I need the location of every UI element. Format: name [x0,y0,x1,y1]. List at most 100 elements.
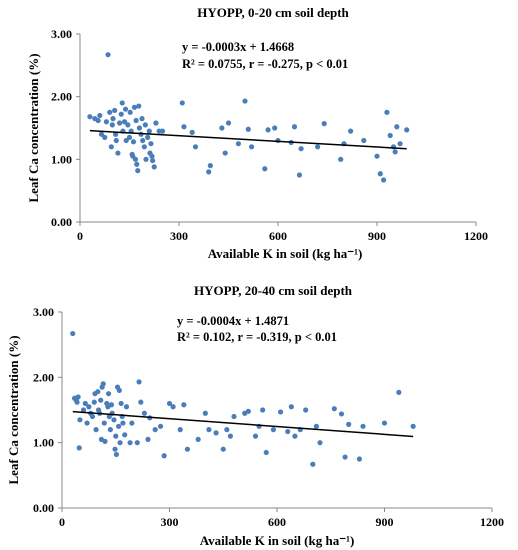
data-point [296,172,303,178]
x-ticks: 0 300 600 900 1200 [77,222,488,243]
data-point [139,116,145,122]
data-point [213,430,219,436]
data-point [166,400,173,407]
data-point [132,156,139,162]
x-tick-label: 900 [368,229,386,243]
data-point [374,153,380,159]
data-point [222,150,228,156]
data-point [135,168,141,174]
data-point [74,399,80,405]
data-point [288,404,294,410]
x-tick-label: 0 [59,515,65,529]
data-point [377,171,383,177]
data-point [140,137,146,144]
x-tick-label: 600 [268,515,286,529]
data-point [265,127,271,133]
data-point [189,129,195,135]
data-point [252,433,259,439]
data-point [141,144,147,150]
data-point [142,122,148,128]
data-point [245,126,251,132]
x-tick-label: 1200 [464,229,488,243]
data-point [116,423,122,429]
y-axis-title: Leaf Ca concentration (%) [26,53,41,202]
data-point [220,446,226,452]
data-point [141,410,148,416]
data-point [321,121,327,127]
data-point [134,440,140,446]
trendline-group [89,129,407,150]
data-point [315,144,321,150]
data-point [98,131,105,137]
data-point [263,449,269,456]
data-point [153,120,159,126]
data-point [127,109,133,115]
data-point [396,389,402,395]
data-point [109,122,115,128]
data-point [381,177,387,183]
data-points [70,330,416,467]
y-tick-label: 0.00 [51,215,72,229]
data-point [394,124,400,130]
data-point [225,120,232,126]
data-point [123,404,130,410]
data-point [105,391,112,397]
data-point [98,397,104,403]
data-point [77,417,83,423]
data-point [206,169,212,175]
data-point [117,120,123,126]
data-point [384,109,390,115]
data-point [207,163,213,169]
data-point [338,156,344,162]
data-point [93,427,99,433]
y-axis-title: Leaf Ca concentration (%) [6,335,21,484]
data-point [115,150,121,156]
x-tick-label: 600 [269,229,287,243]
data-point [113,137,119,144]
data-point [89,413,96,420]
y-ticks: 0.00 1.00 2.00 3.00 [51,27,80,229]
data-point [111,417,117,423]
data-point [95,389,101,395]
data-point [149,153,155,159]
data-point [157,423,164,429]
data-point [231,413,237,420]
data-point [262,166,268,172]
data-point [113,451,120,458]
data-point [404,127,410,133]
data-point [338,411,345,417]
data-point [313,423,320,429]
data-point [75,394,81,400]
data-point [206,427,212,433]
data-point [118,111,124,117]
data-point [129,420,135,426]
data-point [136,379,142,385]
data-point [148,141,154,147]
data-point [113,131,119,137]
data-point [179,100,185,106]
trendline-group [72,410,414,438]
data-point [91,399,97,405]
data-point [100,381,106,387]
data-point [249,144,255,150]
data-point [317,440,323,446]
data-point [202,410,208,416]
data-point [291,124,298,130]
data-point [235,141,241,147]
data-point [125,122,131,128]
data-point [151,164,157,170]
y-tick-label: 1.00 [33,436,54,450]
x-tick-label: 0 [77,229,83,243]
data-point [184,446,191,452]
data-point [112,107,118,114]
data-point [177,427,183,433]
data-point [70,330,76,337]
data-point [118,400,124,407]
data-point [285,428,291,435]
data-point [110,116,116,122]
data-point [86,404,92,410]
data-point [127,440,133,446]
x-tick-label: 900 [376,515,394,529]
data-point [346,421,352,427]
